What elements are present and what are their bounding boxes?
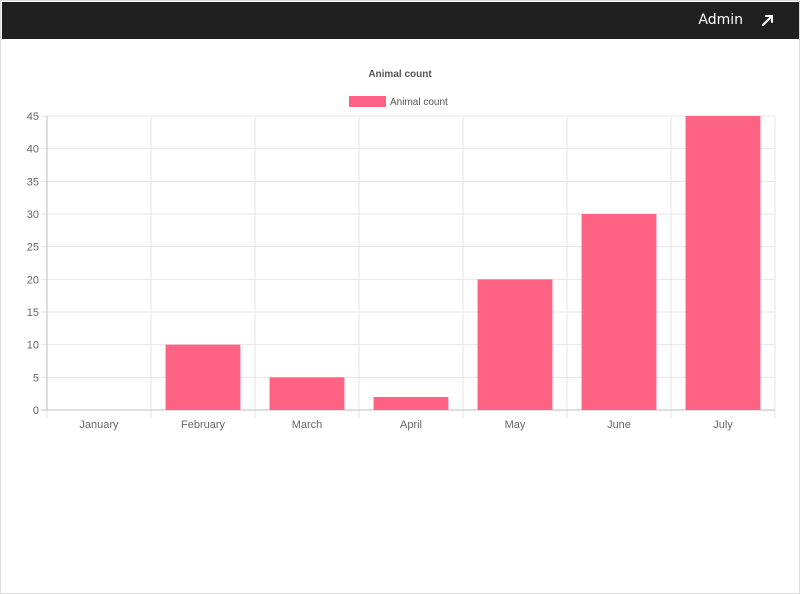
y-tick-label: 10 <box>27 340 39 352</box>
y-tick-label: 35 <box>27 176 39 188</box>
y-tick-label: 0 <box>33 405 39 417</box>
y-tick-label: 20 <box>27 274 39 286</box>
y-tick-label: 30 <box>27 209 39 221</box>
chart-legend[interactable]: Animal count <box>349 96 448 108</box>
x-tick-label: June <box>607 419 631 431</box>
x-tick-label: January <box>79 419 119 431</box>
bar <box>685 116 761 410</box>
bar-chart-svg: Animal count Animal count 0 5 10 15 20 25 30 35… <box>27 69 776 431</box>
x-tick-label: May <box>505 419 526 431</box>
y-tick-label: 15 <box>27 307 39 319</box>
animal-count-chart: Animal count Animal count 0 5 10 15 20 25 30 35… <box>1 39 800 459</box>
arrow-up-right-icon[interactable] <box>759 11 777 29</box>
bar <box>269 377 345 410</box>
y-tick-label: 40 <box>27 144 39 156</box>
x-tick-label: March <box>292 419 323 431</box>
top-navbar: Admin <box>2 2 799 39</box>
x-tick-label: February <box>181 419 226 431</box>
x-tick-label: April <box>400 419 422 431</box>
bars <box>165 116 761 410</box>
y-axis-ticks: 0 5 10 15 20 25 30 35 40 45 <box>27 111 39 417</box>
y-tick-label: 5 <box>33 372 39 384</box>
chart-title: Animal count <box>368 69 432 80</box>
bar <box>477 279 553 410</box>
bar <box>165 344 241 410</box>
vertical-gridlines <box>46 116 776 418</box>
legend-label: Animal count <box>390 97 448 108</box>
y-tick-label: 25 <box>27 242 39 254</box>
admin-user-link[interactable]: Admin <box>698 12 743 28</box>
legend-swatch <box>349 96 386 107</box>
x-tick-label: July <box>713 419 733 431</box>
y-tick-label: 45 <box>27 111 39 123</box>
bar <box>373 396 449 410</box>
bar <box>581 214 657 410</box>
x-axis-ticks: January February March April May June July <box>79 419 733 431</box>
